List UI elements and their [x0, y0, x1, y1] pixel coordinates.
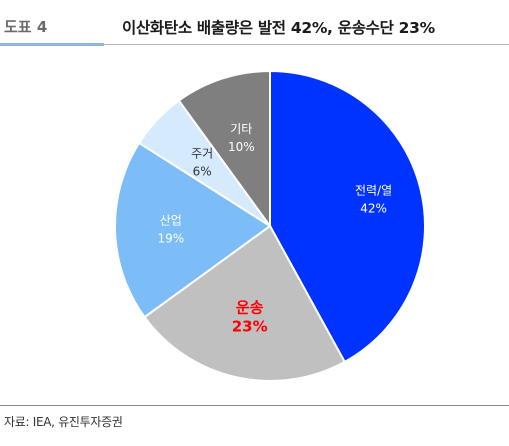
- slice-label: 산업: [160, 213, 182, 227]
- slice-label: 운송: [236, 299, 264, 317]
- figure-number: 도표 4: [4, 18, 48, 36]
- pie-slice: [177, 69, 271, 230]
- pie-slice: [114, 141, 272, 319]
- slice-value-label: 42%: [360, 202, 387, 216]
- slice-label: 주거: [191, 147, 213, 161]
- figure-title: 이산화탄소 배출량은 발전 42%, 운송수단 23%: [122, 19, 435, 37]
- slice-label: 전력/열: [355, 184, 392, 198]
- slice-value-label: 19%: [157, 231, 184, 245]
- slice-value-label: 6%: [193, 165, 212, 179]
- pie-slice: [269, 69, 426, 364]
- pie-slice: [143, 224, 347, 382]
- source-note: 자료: IEA, 유진투자증권: [4, 415, 123, 429]
- footer-divider: [0, 405, 509, 406]
- title-underline: [104, 44, 509, 45]
- slice-value-label: 10%: [228, 140, 255, 154]
- slice-label: 기타: [230, 122, 252, 136]
- title-underline-accent: [0, 43, 104, 46]
- slice-value-label: 23%: [232, 318, 268, 336]
